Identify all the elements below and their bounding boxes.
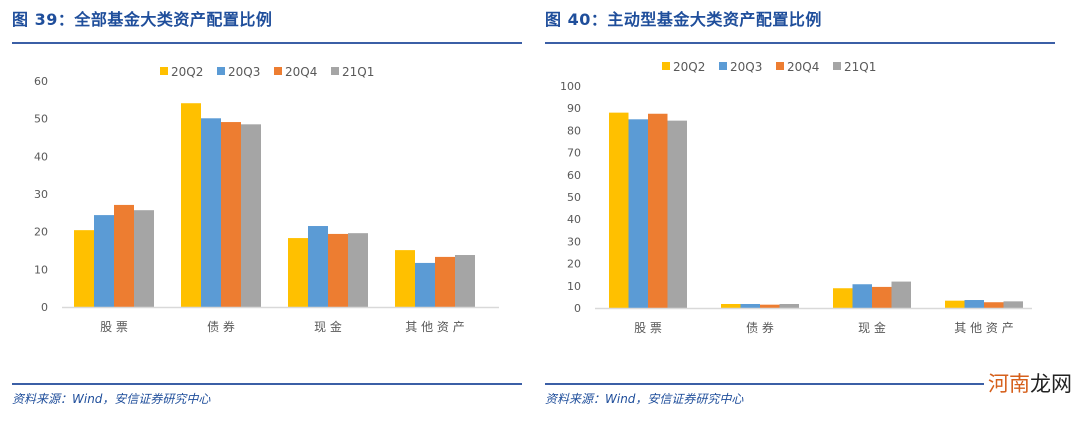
bar-20Q3 [201,118,221,307]
legend-label-20Q4: 20Q4 [285,65,317,79]
bar-20Q2 [181,103,201,307]
y-tick-label: 60 [34,75,48,88]
category-label: 现 金 [858,320,886,335]
title-divider [545,42,1055,44]
figure-39-source: 资料来源：Wind，安信证券研究中心 [12,392,211,406]
bar-20Q4 [872,286,892,308]
bar-20Q4 [328,233,348,307]
bar-20Q3 [308,226,328,307]
y-tick-label: 10 [34,263,48,276]
legend-label-20Q2: 20Q2 [171,65,203,79]
y-tick-label: 70 [567,147,581,160]
bar-20Q2 [945,300,965,308]
y-tick-label: 60 [567,169,581,182]
bar-20Q2 [395,250,415,307]
title-divider [12,42,522,44]
figure-39-title: 图 39：全部基金大类资产配置比例 [12,10,273,29]
bar-21Q1 [134,210,154,307]
legend-swatch-20Q2 [662,62,670,70]
figure-40-title: 图 40：主动型基金大类资产配置比例 [545,10,822,29]
legend-label-20Q3: 20Q3 [730,60,762,74]
bar-20Q4 [221,122,241,307]
legend-label-21Q1: 21Q1 [342,65,374,79]
category-label: 现 金 [314,319,342,334]
category-label: 债 券 [746,320,774,335]
legend-label-20Q4: 20Q4 [787,60,819,74]
bar-21Q1 [1003,301,1023,308]
bar-20Q3 [852,284,872,308]
watermark-part1: 河南 [988,372,1030,396]
bar-20Q4 [114,204,134,307]
y-tick-label: 30 [567,235,581,248]
bar-20Q4 [435,256,455,307]
figure-39-bar-chart: 0 10 20 30 40 50 60 股 票 债 券 现 金 其 他 资 产 20Q2 20Q3 20Q… [34,65,499,334]
legend-label-21Q1: 21Q1 [844,60,876,74]
y-tick-label: 100 [560,80,581,93]
y-tick-label: 90 [567,102,581,115]
category-label: 股 票 [100,320,128,334]
figure-40-panel: 图 40：主动型基金大类资产配置比例 0 10 20 30 40 50 60 70 80 90 10… [545,0,1070,421]
source-divider [545,383,1055,385]
legend-swatch-21Q1 [331,67,339,75]
bar-20Q3 [628,119,648,308]
legend-swatch-20Q3 [719,62,727,70]
bar-21Q1 [348,233,368,307]
legend-swatch-20Q4 [274,67,282,75]
bar-20Q3 [740,304,760,308]
bar-20Q4 [648,113,668,308]
y-tick-label: 20 [34,226,48,239]
y-tick-label: 0 [574,302,581,315]
legend-swatch-20Q2 [160,67,168,75]
bar-20Q3 [964,300,984,308]
bar-21Q1 [241,124,261,307]
category-label: 其 他 资 产 [405,320,464,334]
y-tick-label: 20 [567,258,581,271]
category-label: 债 券 [207,319,235,334]
y-tick-label: 50 [34,113,48,126]
y-tick-label: 0 [41,301,48,314]
y-tick-label: 10 [567,280,581,293]
bar-20Q2 [74,230,94,307]
bar-21Q1 [455,255,475,307]
bar-20Q2 [288,238,308,307]
y-tick-label: 40 [34,150,48,163]
figure-40-source: 资料来源：Wind，安信证券研究中心 [545,392,744,406]
legend-label-20Q3: 20Q3 [228,65,260,79]
source-divider [12,383,522,385]
bar-20Q2 [721,304,741,308]
category-label: 股 票 [634,321,662,335]
watermark-logo: 河南龙网 [984,371,1076,397]
legend-swatch-20Q3 [217,67,225,75]
legend-swatch-21Q1 [833,62,841,70]
bar-21Q1 [667,120,687,309]
bar-21Q1 [779,304,799,308]
category-label: 其 他 资 产 [954,321,1013,335]
figure-40-bar-chart: 0 10 20 30 40 50 60 70 80 90 100 股 票 债 券 现 金 其 他 资 产 20… [560,60,1032,335]
y-tick-label: 80 [567,124,581,137]
y-tick-label: 50 [567,191,581,204]
y-tick-label: 30 [34,188,48,201]
figure-39-panel: 图 39：全部基金大类资产配置比例 0 10 20 30 40 50 60 股 票 债 券 现 金… [12,0,537,421]
legend-swatch-20Q4 [776,62,784,70]
legend-label-20Q2: 20Q2 [673,60,705,74]
bar-21Q1 [891,281,911,308]
bar-20Q2 [609,112,629,308]
bar-20Q4 [984,302,1004,308]
bar-20Q3 [415,262,435,307]
bar-20Q3 [94,215,114,307]
bar-20Q2 [833,288,853,308]
y-tick-label: 40 [567,213,581,226]
bar-20Q4 [760,304,780,308]
watermark-part2: 龙网 [1030,372,1072,396]
